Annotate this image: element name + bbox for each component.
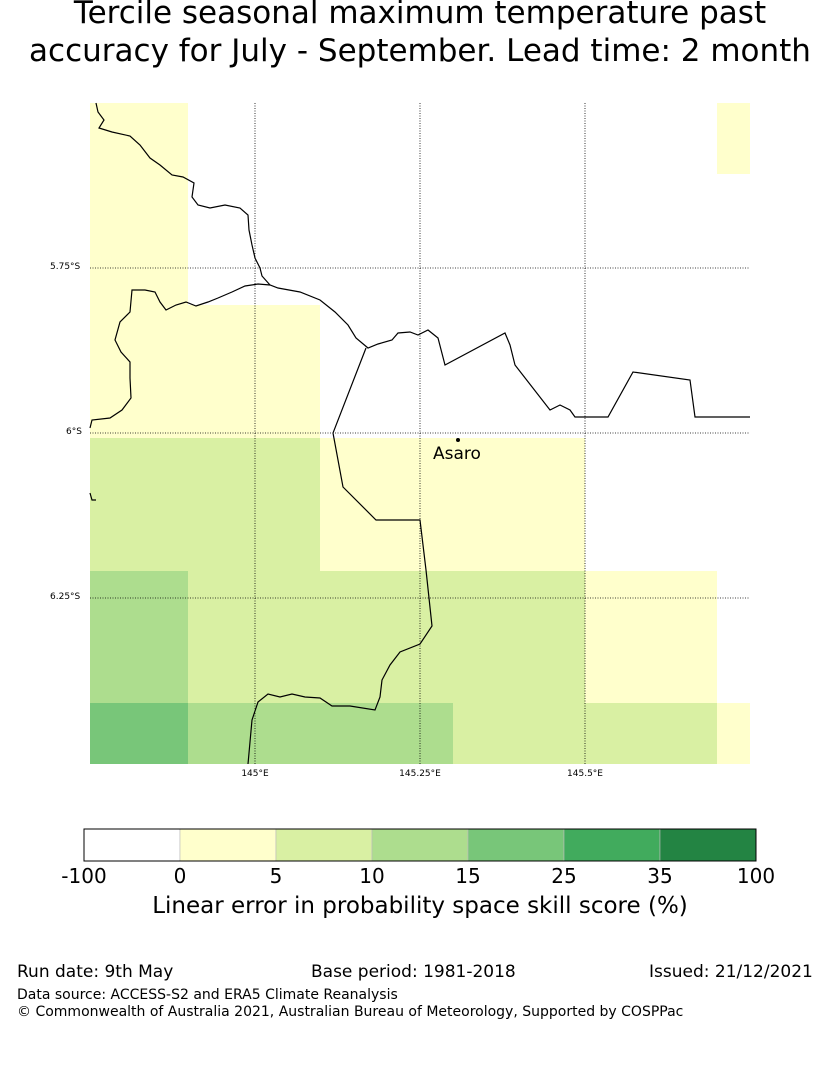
title-line-2: accuracy for July - September. Lead time… [29,33,811,69]
run-date: Run date: 9th May [17,962,174,982]
colorbar-swatch [275,828,373,862]
lat-label-6-25s: 6.25°S [50,592,81,602]
lon-label-145e: 145°E [241,769,269,779]
colorbar-swatch [659,828,757,862]
colorbar-swatch [179,828,277,862]
grid-cell [188,703,453,764]
copyright: © Commonwealth of Australia 2021, Austra… [17,1004,684,1020]
grid-cell [320,438,585,571]
grid-cell [585,571,717,703]
grid-cell [717,103,750,174]
grid-cell [90,438,320,571]
lat-label-6s: 6°S [66,427,82,437]
colorbar-swatch [563,828,661,862]
colorbar-swatch [371,828,469,862]
lat-label-5-75s: 5.75°S [50,262,81,272]
title-line-1: Tercile seasonal maximum temperature pas… [73,0,767,31]
grid-cell [188,305,320,438]
skill-grid [90,103,750,764]
grid-cell [90,703,188,764]
base-period: Base period: 1981-2018 [311,962,516,982]
colorbar-tick-label: 0 [173,864,187,888]
place-label-asaro: Asaro [433,444,481,464]
colorbar-tick-label: 25 [551,864,577,888]
colorbar-tick-label: 100 [736,864,776,888]
colorbar-tick-label: 35 [647,864,673,888]
colorbar-tick-label: 10 [359,864,385,888]
border-line-south [247,347,433,765]
colorbar-outline [83,828,757,862]
graticule [90,103,750,764]
colorbar-tick-label: 5 [269,864,283,888]
border-fragment [89,492,96,501]
issued-date: Issued: 21/12/2021 [649,962,813,982]
province-borders [89,102,750,765]
grid-cell [717,703,750,764]
colorbar-swatch [83,828,181,862]
colorbar-swatch [467,828,565,862]
colorbar [83,828,757,862]
border-line-north [95,102,271,286]
colorbar-tick-label: 15 [455,864,481,888]
chart-title: Tercile seasonal maximum temperature pas… [0,0,840,70]
grid-cell [188,571,585,703]
colorbar-title: Linear error in probability space skill … [152,893,688,919]
grid-cell [90,571,188,703]
colorbar-tick-label: -100 [61,864,107,888]
lon-label-145-25e: 145.25°E [399,769,441,779]
border-line-west [89,283,750,429]
lon-label-145-5e: 145.5°E [567,769,603,779]
data-source: Data source: ACCESS-S2 and ERA5 Climate … [17,987,398,1003]
place-marker-asaro [456,438,460,442]
